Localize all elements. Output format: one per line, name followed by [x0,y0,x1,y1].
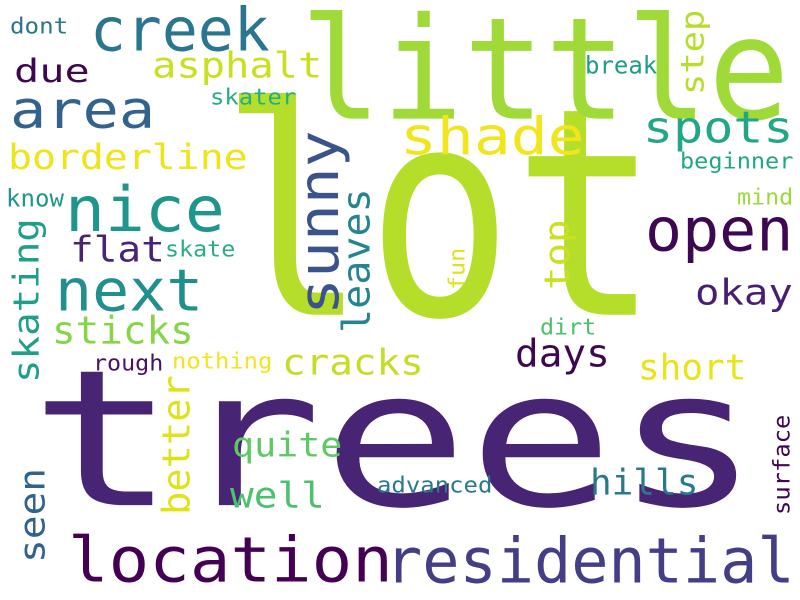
word-flat: flat [70,228,165,272]
word-fun: fun [443,247,471,290]
word-location: location [68,524,393,597]
word-skater: skater [210,83,297,111]
word-asphalt: asphalt [152,44,323,88]
word-lot: lot [220,45,660,384]
word-top: top [536,219,579,290]
word-hills: hills [590,461,699,505]
word-well: well [230,474,325,518]
word-dont: dont [10,12,69,40]
word-mind: mind [737,183,794,211]
word-borderline: borderline [8,136,248,179]
word-surface: surface [767,414,796,515]
word-little: little [300,0,790,154]
word-sticks: sticks [52,308,194,354]
word-shade: shade [400,107,585,168]
word-quite: quite [232,424,343,466]
word-area: area [10,80,156,142]
word-cracks: cracks [282,341,424,385]
word-leaves: leaves [334,188,380,333]
word-nice: nice [65,174,225,247]
word-seen: seen [10,467,54,563]
word-short: short [638,346,747,390]
word-break: break [585,52,658,81]
word-days: days [515,331,610,377]
word-residential: residential [385,524,795,598]
word-open: open [645,194,794,265]
word-skate: skate [165,235,236,263]
word-nothing: nothing [172,347,273,375]
word-rough: rough [93,349,164,377]
word-better: better [154,375,200,515]
word-creek: creek [90,0,270,65]
word-due: due [14,52,90,90]
word-okay: okay [695,271,793,315]
word-next: next [55,256,204,325]
word-spots: spots [643,101,794,153]
word-beginner: beginner [680,147,794,175]
word-know: know [6,185,64,214]
word-step: step [674,9,713,96]
word-trees: trees [30,328,761,551]
word-skating: skating [4,218,48,383]
word-dirt: dirt [540,313,597,341]
word-advanced: advanced [377,471,493,499]
